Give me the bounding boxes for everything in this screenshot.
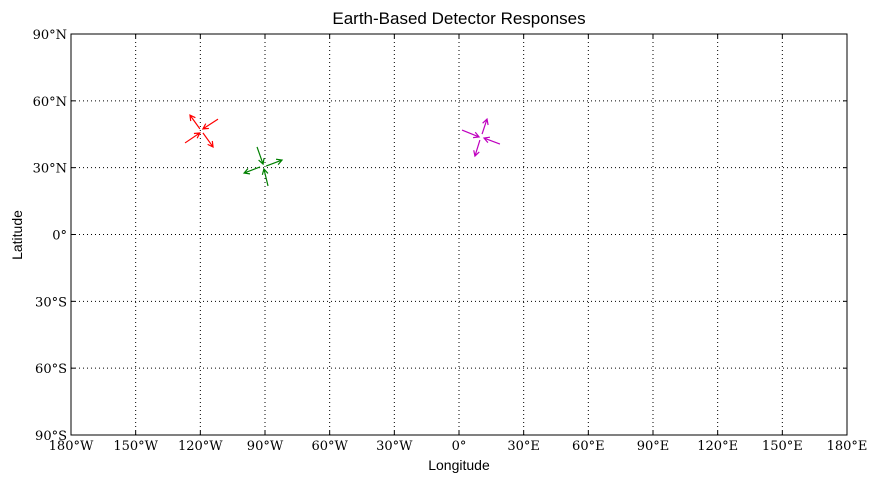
x-tick-label: 90°W <box>247 439 284 454</box>
x-axis-label: Longitude <box>428 457 490 473</box>
response-arrow <box>473 139 481 158</box>
grid <box>71 34 847 435</box>
y-tick-label: 90°S <box>35 429 67 444</box>
x-tick-label: 120°E <box>697 439 738 454</box>
y-tick-label: 0° <box>52 229 67 244</box>
x-tick-label: 180°W <box>49 439 94 454</box>
x-ticks: 180°W 150°W 120°W 90°W 60°W 30°W 0° 30°E 60°E 90°… <box>49 34 868 454</box>
x-tick-label: 30°E <box>507 439 540 454</box>
response-arrow <box>461 129 481 139</box>
x-tick-label: 60°W <box>311 439 348 454</box>
x-tick-label: 180°E <box>827 439 868 454</box>
response-arrow <box>242 166 261 175</box>
x-tick-label: 90°E <box>637 439 670 454</box>
detector-arrows-0 <box>184 114 219 148</box>
arrows <box>184 114 501 187</box>
y-tick-label: 30°S <box>35 295 67 310</box>
x-tick-label: 30°W <box>376 439 413 454</box>
y-ticks: 90°N 60°N 30°N 0° 30°S 60°S 90°S <box>33 28 847 444</box>
response-arrow <box>202 132 214 148</box>
response-arrow <box>184 132 201 144</box>
response-arrow <box>189 114 201 130</box>
y-tick-label: 60°S <box>35 362 67 377</box>
x-tick-label: 60°E <box>572 439 605 454</box>
detector-arrows-1 <box>242 146 284 187</box>
response-arrow <box>482 136 501 145</box>
x-tick-label: 0° <box>452 439 467 454</box>
x-tick-label: 150°W <box>113 439 158 454</box>
detector-arrows-2 <box>461 117 501 158</box>
response-arrow <box>256 146 265 166</box>
response-arrow <box>265 158 284 167</box>
response-arrow <box>481 117 489 135</box>
x-tick-label: 120°W <box>178 439 223 454</box>
chart-title: Earth-Based Detector Responses <box>332 9 585 28</box>
y-axis-label: Latitude <box>9 210 25 260</box>
response-arrow <box>261 167 269 187</box>
y-tick-label: 60°N <box>33 95 67 110</box>
x-tick-label: 150°E <box>762 439 803 454</box>
y-tick-label: 30°N <box>33 162 67 177</box>
y-tick-label: 90°N <box>33 28 67 43</box>
response-arrow <box>201 118 219 130</box>
